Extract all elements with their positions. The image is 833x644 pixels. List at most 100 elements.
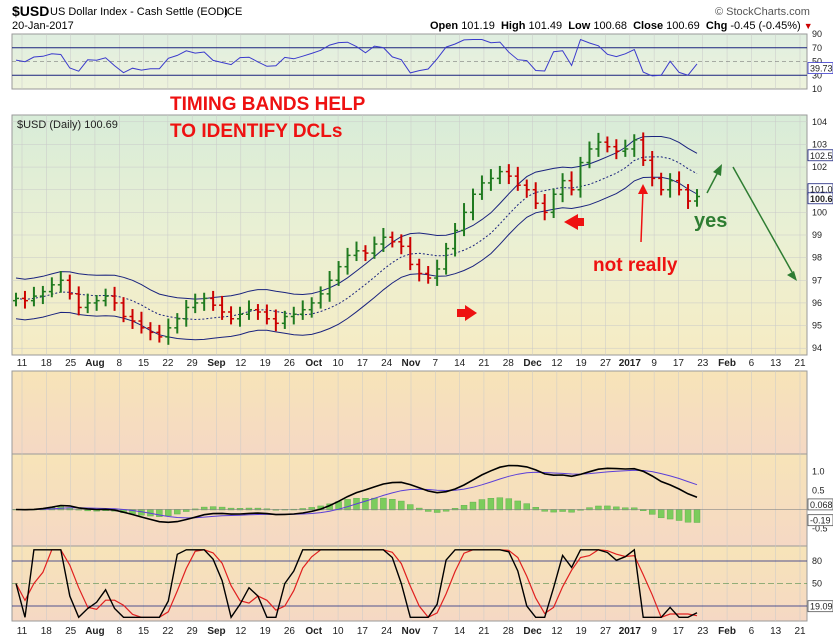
rsi-y-tick: 90 [812, 29, 822, 39]
low-label: Low [568, 20, 591, 32]
macd-histogram-bar [236, 508, 244, 511]
x-tick-label: Dec [523, 358, 542, 369]
rsi-y-tick: 50 [812, 57, 822, 67]
brand-label[interactable]: © StockCharts.com [715, 6, 810, 18]
x-tick-label: 26 [284, 626, 296, 637]
x-tick-label: 9 [651, 358, 657, 369]
x-tick-label: 17 [357, 358, 369, 369]
rsi-value-tag [807, 62, 833, 74]
x-tick-label: 23 [697, 358, 709, 369]
price-value-tag [807, 149, 833, 162]
macd-histogram-bar [433, 509, 441, 513]
macd-histogram-bar [532, 507, 539, 511]
macd-histogram-bar [622, 507, 629, 511]
rsi-value-tag-text: 39.73 [810, 64, 833, 74]
down-projection-arrow-head [787, 271, 797, 281]
rsi-y-tick: 70 [812, 43, 822, 53]
stoch-value-tag-text: 19.09 [810, 602, 833, 612]
macd-histogram-bar [308, 507, 315, 511]
macd-histogram-bar [218, 506, 226, 511]
macd-histogram-bar [568, 509, 575, 513]
macd-histogram-bar [245, 507, 253, 511]
x-tick-label: Sep [207, 626, 225, 637]
x-tick-label: 17 [673, 626, 685, 637]
x-tick-label: Aug [85, 358, 104, 369]
macd-histogram-bar [209, 506, 217, 511]
yes-arrow [706, 171, 719, 194]
chg-value: -0.45 (-0.45%) [730, 20, 801, 32]
x-tick-label: 11 [17, 626, 28, 637]
x-tick-label: 13 [770, 358, 782, 369]
stoch-y-tick: 80 [812, 556, 822, 566]
x-tick-label: 28 [503, 358, 515, 369]
macd-histogram-bar [254, 507, 262, 511]
x-tick-label: 15 [138, 626, 150, 637]
macd-y-tick: 1.0 [812, 467, 825, 477]
not-really-pointer [640, 189, 644, 243]
price-value-tag [807, 192, 833, 205]
x-tick-label: Feb [718, 626, 736, 637]
macd-histogram-bar [648, 509, 656, 515]
x-tick-label: 26 [284, 358, 296, 369]
x-tick-label: Oct [305, 626, 322, 637]
x-tick-label: 19 [576, 358, 588, 369]
stoch-y-tick: 50 [812, 579, 822, 589]
high-value: 101.49 [528, 20, 563, 32]
macd-histogram-bar [675, 509, 683, 521]
x-tick-label: Dec [523, 626, 542, 637]
x-tick-label: 22 [162, 626, 174, 637]
macd-histogram-bar [371, 497, 378, 511]
x-tick-label: 27 [600, 626, 612, 637]
macd-histogram-bar [362, 498, 369, 511]
price-y-tick: 104 [812, 117, 827, 127]
rsi-y-tick: 30 [812, 70, 822, 80]
down-triangle-icon: ▼ [803, 21, 813, 31]
x-tick-label: 19 [576, 626, 588, 637]
x-tick-label: 15 [138, 358, 150, 369]
x-tick-label: 7 [433, 626, 439, 637]
macd-histogram-bar [595, 505, 602, 511]
macd-histogram-bar [684, 509, 692, 523]
x-tick-label: Nov [402, 626, 421, 637]
x-tick-label: Feb [718, 358, 736, 369]
macd-histogram-bar [586, 507, 593, 511]
rsi-line [15, 38, 698, 77]
symbol: $USD [12, 3, 50, 19]
x-tick-label: 19 [260, 626, 272, 637]
price-y-tick: 99 [812, 230, 822, 240]
x-tick-label: 25 [65, 626, 77, 637]
price-y-tick: 102 [812, 162, 827, 172]
x-tick-label: 28 [503, 626, 515, 637]
high-label: High [500, 20, 526, 32]
macd-histogram-bar [613, 506, 620, 511]
macd-histogram-bar [416, 507, 423, 511]
macd-histogram-bar [478, 499, 486, 511]
macd-histogram-bar [604, 505, 611, 511]
macd-value-tag [807, 498, 833, 511]
x-tick-label: 6 [749, 358, 755, 369]
down-projection-arrow [732, 166, 793, 273]
macd-histogram-bar [380, 497, 387, 511]
x-tick-label: 27 [600, 358, 612, 369]
x-tick-label: 12 [235, 626, 247, 637]
x-tick-label: 10 [333, 626, 345, 637]
macd-histogram-bar [200, 506, 208, 511]
x-tick-label: 29 [187, 626, 199, 637]
price-y-tick: 95 [812, 321, 822, 331]
macd-value-tag-text: 0.068 [810, 500, 833, 510]
price-y-tick: 103 [812, 139, 827, 149]
macd-value-tag-text: -0.19 [810, 516, 831, 526]
close-label: Close [633, 20, 664, 32]
macd-line [15, 464, 698, 524]
price-y-tick: 96 [812, 298, 822, 308]
macd-histogram-bar [550, 509, 557, 513]
price-y-tick: 98 [812, 253, 822, 263]
rsi-y-tick: 10 [812, 84, 822, 94]
chg-label: Chg [705, 20, 728, 32]
macd-histogram-bar [227, 507, 235, 511]
macd-histogram-bar [183, 509, 190, 512]
x-tick-label: 7 [433, 358, 439, 369]
rsi-panel [11, 33, 808, 90]
x-tick-label: Nov [402, 358, 421, 369]
